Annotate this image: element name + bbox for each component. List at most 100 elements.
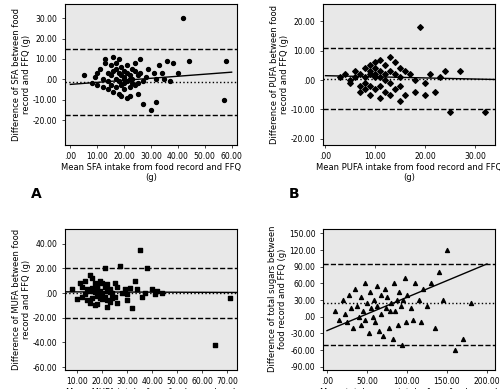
Point <box>110 54 118 60</box>
Point <box>220 96 228 103</box>
Point <box>386 68 394 74</box>
Point <box>372 71 380 77</box>
Point <box>134 80 141 86</box>
Point <box>481 109 489 116</box>
Point <box>110 88 118 95</box>
Point <box>351 286 359 292</box>
Point <box>415 297 423 303</box>
Point <box>104 303 112 310</box>
Point <box>396 74 404 80</box>
Point <box>418 319 426 326</box>
Point <box>383 294 391 300</box>
Point <box>382 71 390 77</box>
Point <box>386 54 394 60</box>
Point <box>174 70 182 76</box>
Point <box>148 286 156 293</box>
Point <box>459 336 467 342</box>
Point <box>78 284 86 290</box>
Point <box>402 319 410 326</box>
Point <box>168 60 176 66</box>
Point <box>123 62 131 68</box>
Point <box>128 80 136 86</box>
Point <box>134 286 141 293</box>
Point <box>382 305 390 312</box>
Point <box>346 291 354 298</box>
Point <box>366 68 374 74</box>
Point <box>112 66 120 72</box>
Point <box>358 294 366 300</box>
Point <box>110 68 118 74</box>
Point <box>356 89 364 95</box>
Point <box>98 293 106 299</box>
Point <box>446 109 454 116</box>
Point <box>426 71 434 77</box>
Point <box>392 60 400 66</box>
Point <box>94 301 102 307</box>
Point <box>456 68 464 74</box>
Point <box>166 78 174 84</box>
Point <box>120 86 128 93</box>
Point <box>388 336 396 342</box>
Point <box>128 305 136 311</box>
X-axis label: Mean SFA intake from food record and FFQ
(g): Mean SFA intake from food record and FFQ… <box>61 163 241 182</box>
Point <box>376 74 384 80</box>
Point <box>102 56 110 62</box>
Point <box>368 314 376 320</box>
Point <box>108 295 116 301</box>
Point <box>343 319 351 326</box>
Point <box>131 82 139 89</box>
Point <box>93 82 101 89</box>
Point <box>76 280 84 286</box>
Point <box>359 308 367 314</box>
Point <box>335 316 343 322</box>
Point <box>400 275 408 281</box>
Point <box>86 300 94 306</box>
Point <box>348 325 356 331</box>
Point <box>147 107 155 113</box>
Point <box>376 291 384 298</box>
Point <box>118 64 126 70</box>
Point <box>392 71 400 77</box>
Point <box>431 89 439 95</box>
Point <box>382 77 390 83</box>
Point <box>372 86 380 92</box>
Point <box>331 308 339 314</box>
Point <box>386 80 394 86</box>
Point <box>96 278 104 284</box>
Point <box>352 68 360 74</box>
Point <box>387 300 395 306</box>
Point <box>139 78 147 84</box>
Point <box>104 78 112 84</box>
Point <box>153 287 161 294</box>
Point <box>126 84 134 91</box>
Point <box>115 70 123 76</box>
Point <box>372 65 380 72</box>
Point <box>104 70 112 76</box>
Point <box>96 287 104 294</box>
Point <box>435 269 443 275</box>
Point <box>346 77 354 83</box>
Point <box>101 294 109 300</box>
Point <box>118 82 126 89</box>
Point <box>427 280 435 287</box>
Point <box>360 316 368 322</box>
Point <box>366 91 374 98</box>
Point <box>111 294 119 300</box>
Point <box>136 247 144 253</box>
Point <box>411 89 419 95</box>
Point <box>366 289 374 295</box>
Point <box>88 275 96 281</box>
Point <box>467 300 475 306</box>
Point <box>131 68 139 74</box>
Point <box>431 325 439 331</box>
Point <box>366 83 374 89</box>
Point <box>380 286 388 292</box>
Point <box>123 78 131 84</box>
Point <box>362 74 370 80</box>
Point <box>423 303 431 309</box>
Point <box>91 280 99 286</box>
Point <box>390 280 398 287</box>
Point <box>91 289 99 295</box>
Point <box>118 72 126 78</box>
Point <box>376 95 384 101</box>
